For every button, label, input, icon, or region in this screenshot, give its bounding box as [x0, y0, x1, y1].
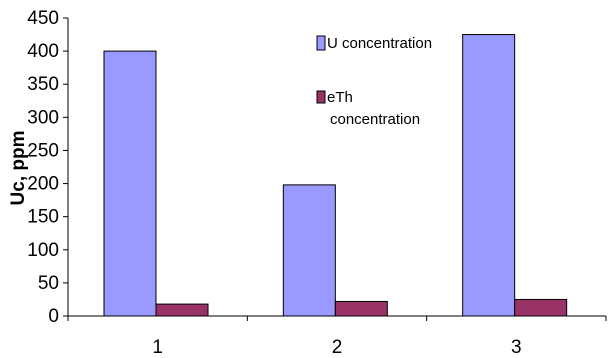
y-tick-label: 400 — [27, 41, 59, 62]
legend-swatch-eth — [316, 90, 326, 104]
legend: U concentration eTh concentration — [316, 35, 432, 128]
legend-label-u: U concentration — [327, 35, 432, 52]
y-tick-label: 250 — [27, 140, 59, 161]
bar-u-1 — [103, 50, 157, 317]
y-ticks: 0 50 100 150 200 250 300 350 400 450 — [27, 8, 68, 327]
x-tick-label: 1 — [152, 337, 163, 358]
y-tick-label: 150 — [27, 207, 59, 228]
bars — [103, 34, 568, 317]
y-tick-label: 0 — [48, 306, 59, 327]
bar-u-3 — [462, 34, 516, 317]
y-tick-label: 100 — [27, 240, 59, 261]
y-tick-label: 450 — [27, 8, 59, 29]
y-tick-label: 50 — [38, 273, 59, 294]
x-tick-label: 2 — [332, 337, 343, 358]
x-ticks: 1 2 3 — [67, 316, 607, 358]
y-tick-label: 300 — [27, 107, 59, 128]
legend-swatch-u — [316, 35, 326, 51]
legend-label-eth-line1: eTh — [327, 89, 353, 106]
bar-eth-2 — [334, 300, 388, 317]
y-axis-label: Uc, ppm — [8, 131, 29, 206]
bar-u-2 — [282, 184, 336, 317]
y-tick-label: 200 — [27, 174, 59, 195]
x-tick-label: 3 — [511, 337, 522, 358]
bar-eth-3 — [514, 298, 568, 317]
legend-label-eth-line2: concentration — [330, 111, 420, 128]
y-tick-label: 350 — [27, 74, 59, 95]
bar-eth-1 — [155, 303, 209, 317]
